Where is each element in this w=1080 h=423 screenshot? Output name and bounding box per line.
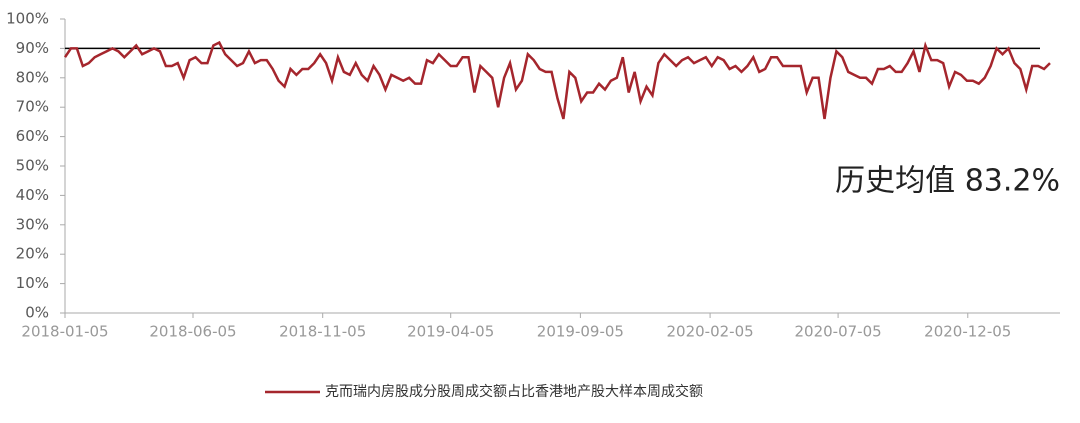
legend-label: 克而瑞内房股成分股周成交额占比香港地产股大样本周成交额 (325, 383, 703, 400)
y-tick-label: 20% (16, 245, 49, 263)
x-tick-label: 2020-07-05 (794, 323, 881, 341)
y-tick-label: 100% (6, 10, 49, 28)
x-tick-label: 2019-09-05 (537, 323, 624, 341)
x-tick-label: 2018-06-05 (149, 323, 236, 341)
x-tick-label: 2020-02-05 (666, 323, 753, 341)
y-tick-label: 40% (16, 186, 49, 204)
x-tick-label: 2020-12-05 (924, 323, 1011, 341)
data-line (63, 40, 1051, 120)
y-tick-label: 90% (16, 39, 49, 57)
y-tick-label: 10% (16, 274, 49, 292)
y-tick-label: 70% (16, 98, 49, 116)
y-tick-label: 30% (16, 215, 49, 233)
x-tick-label: 2019-04-05 (407, 323, 494, 341)
x-tick-label: 2018-11-05 (279, 323, 366, 341)
y-tick-label: 80% (16, 68, 49, 86)
x-tick-label: 2018-01-05 (21, 323, 108, 341)
y-tick-label: 60% (16, 127, 49, 145)
annotation: 历史均值 83.2% (835, 164, 1060, 199)
y-tick-label: 0% (25, 304, 49, 322)
y-tick-label: 50% (16, 157, 49, 175)
